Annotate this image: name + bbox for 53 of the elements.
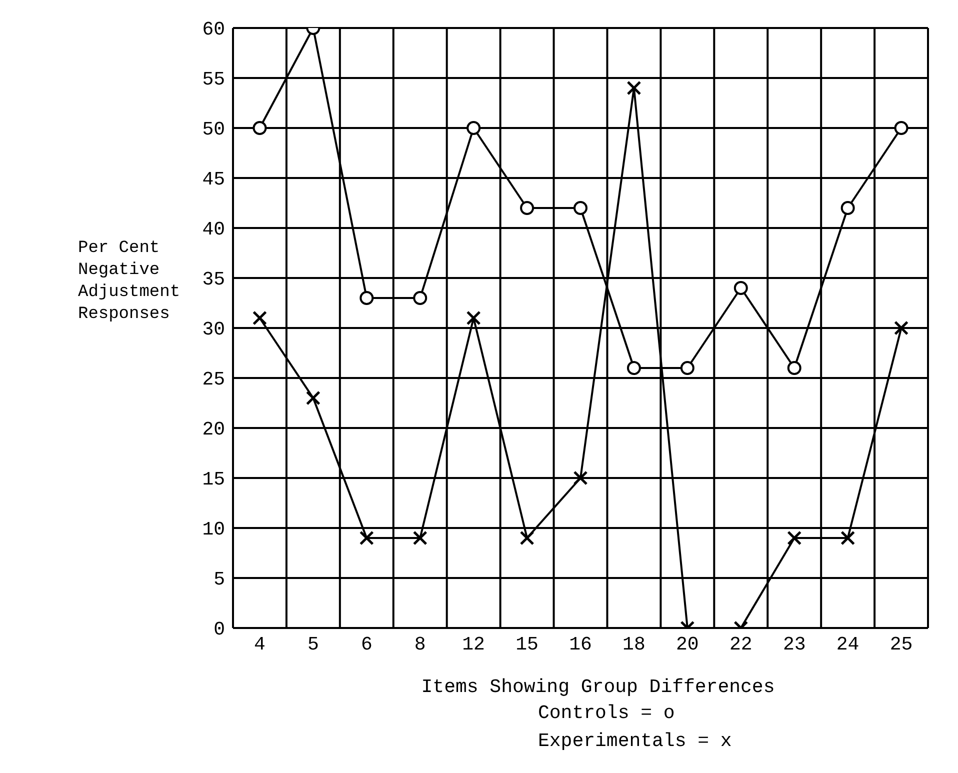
text: Experimentals = x bbox=[538, 730, 732, 752]
point bbox=[520, 530, 534, 546]
x-tick-label: 22 bbox=[729, 633, 752, 656]
x-axis-title: Items Showing Group Differences bbox=[420, 676, 776, 698]
point bbox=[626, 361, 641, 375]
x-tick-label: 4 bbox=[254, 633, 266, 656]
point bbox=[466, 121, 481, 135]
point bbox=[252, 310, 267, 326]
x-tick-label: 24 bbox=[836, 633, 860, 656]
point bbox=[626, 80, 642, 96]
y-tick-label: 40 bbox=[202, 218, 225, 241]
point bbox=[894, 320, 909, 336]
y-tick-label: 30 bbox=[202, 318, 225, 341]
y-tick-label: 5 bbox=[214, 568, 225, 591]
point bbox=[252, 121, 267, 135]
x-tick-label: 15 bbox=[516, 633, 538, 656]
x-tick-label: 18 bbox=[622, 633, 646, 656]
y-axis-title: Per Cent Negative Adjustment Responses bbox=[78, 238, 182, 326]
y-tick-label: 25 bbox=[202, 368, 225, 391]
x-tick-label: 25 bbox=[890, 633, 913, 656]
x-tick-label: 23 bbox=[782, 633, 806, 656]
x-tick-label: 12 bbox=[462, 633, 485, 656]
point bbox=[787, 530, 802, 546]
y-tick-label: 50 bbox=[202, 118, 225, 141]
x-tick-label: 5 bbox=[307, 633, 319, 656]
point bbox=[840, 530, 856, 546]
y-tick-label: 45 bbox=[202, 168, 225, 191]
y-tick-label: 0 bbox=[214, 618, 225, 641]
point bbox=[574, 201, 588, 215]
point bbox=[359, 530, 374, 546]
point bbox=[466, 310, 481, 326]
point bbox=[412, 530, 428, 546]
y-tick-label: 10 bbox=[202, 518, 225, 541]
point bbox=[840, 201, 855, 215]
x-tick-label: 20 bbox=[676, 633, 699, 656]
text: Controls = o bbox=[538, 702, 675, 724]
point bbox=[413, 291, 428, 305]
point bbox=[787, 361, 802, 375]
point bbox=[360, 291, 374, 305]
point bbox=[680, 361, 694, 375]
x-tick-label: 16 bbox=[569, 633, 592, 656]
point bbox=[306, 390, 320, 406]
x-tick-label: 6 bbox=[360, 633, 372, 656]
point bbox=[573, 470, 588, 486]
point bbox=[734, 281, 748, 295]
y-tick-label: 55 bbox=[202, 68, 225, 91]
y-tick-label: 35 bbox=[202, 268, 225, 291]
x-tick-label: 8 bbox=[414, 633, 426, 656]
y-tick-label: 15 bbox=[202, 468, 225, 491]
point bbox=[520, 201, 534, 215]
point bbox=[894, 121, 908, 135]
y-tick-label: 60 bbox=[202, 18, 225, 41]
y-tick-label: 20 bbox=[202, 418, 225, 441]
